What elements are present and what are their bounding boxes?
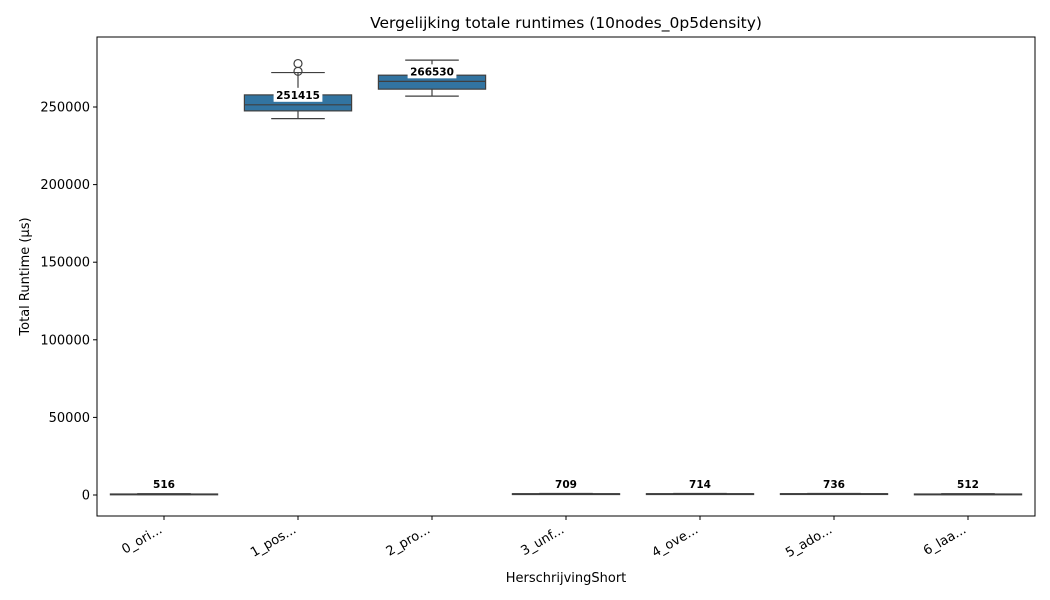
median-label: 516 [153,479,175,491]
median-label-background [953,477,983,492]
x-tick-label: 0_ori... [119,522,165,557]
box-group-5ado: 736 [779,476,889,496]
x-tick-label: 6_laa... [921,522,969,558]
outlier-point [293,58,303,69]
median-label-background [685,476,715,491]
median-label-background [407,64,457,79]
x-tick-label: 5_ado... [783,522,835,561]
plot-area: 0 50000 100000 150000 200000 250000 0_ori... 1_… [40,36,1036,561]
median-label-background [551,476,581,491]
box-group-4ove: 714 [645,476,755,496]
median-label-background [149,477,179,492]
median-label: 736 [823,479,845,491]
x-tick-label: 3_unf... [519,522,567,559]
box-group-6laa: 512 [913,477,1023,496]
median-label: 266530 [410,66,454,78]
y-tick-label: 250000 [40,101,90,116]
median-label: 709 [555,479,577,491]
y-tick-label: 0 [82,489,90,504]
median-label: 512 [957,479,979,491]
y-tick-label: 150000 [40,256,90,271]
box-group-1pos: 251415 [243,58,353,120]
x-tick-label: 1_pos... [248,522,299,560]
median-label-background [273,87,323,102]
median-label: 714 [689,479,711,491]
box-group-0ori: 516 [109,477,219,496]
axes-frame [96,36,1036,517]
y-tick-label: 100000 [40,333,90,348]
chart-title: Vergelijking totale runtimes (10nodes_0p… [370,14,762,33]
y-tick-label: 200000 [40,178,90,193]
box-group-3unf: 709 [511,476,621,496]
x-tick-label: 2_pro... [384,522,433,559]
x-tick-label: 4_ove... [649,522,701,560]
y-axis-label: Total Runtime (µs) [18,217,33,336]
x-axis-label: HerschrijvingShort [506,571,627,586]
box-group-2pro: 266530 [377,59,487,97]
median-label-background [819,476,849,491]
y-tick-label: 50000 [49,411,90,426]
median-label: 251415 [276,90,320,102]
